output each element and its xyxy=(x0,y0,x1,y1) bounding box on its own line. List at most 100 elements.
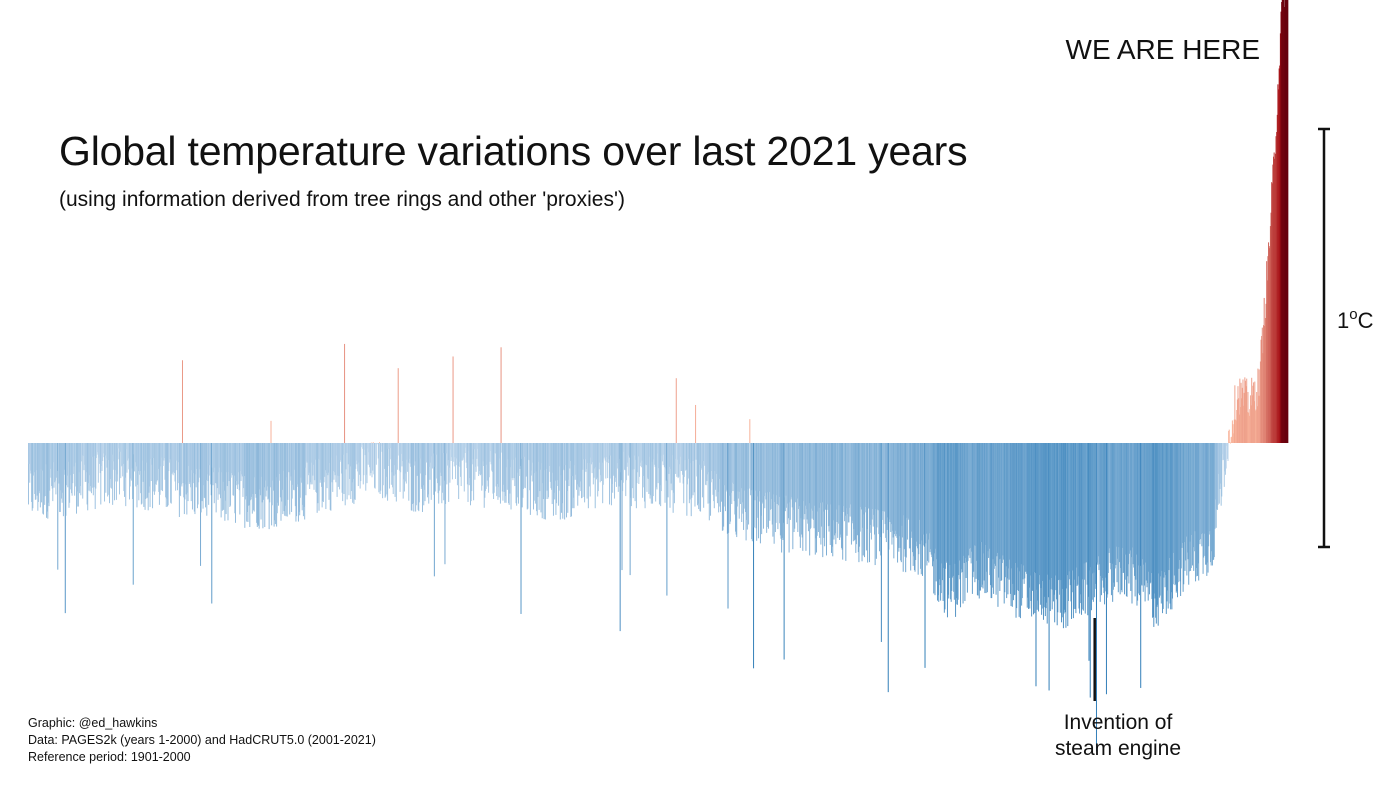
temperature-bar xyxy=(712,443,714,495)
temperature-bar xyxy=(1092,443,1094,602)
temperature-bar xyxy=(55,443,57,495)
temperature-bar xyxy=(180,443,182,497)
temperature-bar xyxy=(36,443,38,471)
temperature-bar xyxy=(1140,443,1142,585)
temperature-bar xyxy=(515,443,517,504)
temperature-bar xyxy=(244,443,246,500)
temperature-bar xyxy=(115,443,117,500)
temperature-bar xyxy=(344,343,346,443)
temperature-bar xyxy=(737,443,739,492)
temperature-bar xyxy=(67,443,69,462)
temperature-bar xyxy=(102,443,104,454)
temperature-bar xyxy=(1030,443,1032,601)
temperature-bar xyxy=(861,443,863,562)
temperature-bar xyxy=(539,443,541,492)
temperature-bar xyxy=(1236,399,1238,443)
temperature-bar xyxy=(715,443,717,490)
temperature-bar xyxy=(42,443,44,514)
temperature-bar xyxy=(374,443,375,488)
temperature-bar xyxy=(371,443,373,478)
temperature-bar xyxy=(395,443,397,475)
temperature-bar xyxy=(965,443,967,579)
temperature-bar xyxy=(51,443,53,489)
temperature-bar xyxy=(1281,2,1283,443)
temperature-bar xyxy=(975,443,977,579)
temperature-bar xyxy=(753,443,755,528)
temperature-bar xyxy=(134,443,136,463)
temperature-bar xyxy=(738,443,740,519)
temperature-bar xyxy=(1065,443,1067,628)
temperature-bar xyxy=(927,443,928,561)
temperature-bar xyxy=(638,443,640,484)
temperature-bar xyxy=(193,443,195,484)
temperature-bar xyxy=(777,443,779,530)
temperature-bar xyxy=(699,443,701,512)
temperature-bar xyxy=(448,443,450,468)
temperature-bar xyxy=(806,443,808,520)
temperature-bar xyxy=(717,443,719,492)
temperature-bar xyxy=(609,443,611,505)
temperature-bar xyxy=(528,443,529,460)
temperature-bar xyxy=(388,443,390,466)
temperature-bar xyxy=(205,443,207,508)
temperature-bar xyxy=(786,443,788,508)
temperature-bar xyxy=(533,443,534,510)
temperature-bar xyxy=(302,443,304,517)
temperature-bar xyxy=(266,443,268,487)
temperature-bar xyxy=(332,443,334,472)
temperature-bar xyxy=(68,443,70,508)
temperature-bar xyxy=(1144,443,1146,602)
temperature-bar xyxy=(119,443,121,452)
temperature-bar xyxy=(1064,443,1066,610)
temperature-bar xyxy=(629,443,630,458)
temperature-bar xyxy=(326,443,328,489)
temperature-bar xyxy=(212,443,214,486)
temperature-bar xyxy=(80,443,82,462)
temperature-bar xyxy=(689,443,691,500)
temperature-bar xyxy=(521,443,523,508)
temperature-bar xyxy=(155,443,157,484)
temperature-bar xyxy=(974,443,976,583)
temperature-bar xyxy=(627,443,629,463)
temperature-bar xyxy=(329,443,331,510)
temperature-bar xyxy=(839,443,841,540)
temperature-bar xyxy=(421,443,423,488)
temperature-bar xyxy=(183,443,185,515)
temperature-bar xyxy=(1016,443,1018,591)
temperature-bar xyxy=(1196,443,1198,576)
temperature-bar xyxy=(1028,443,1030,588)
temperature-bar xyxy=(523,443,525,457)
temperature-bar xyxy=(505,443,507,503)
temperature-bar xyxy=(782,443,784,540)
temperature-bar xyxy=(71,443,73,496)
temperature-bar xyxy=(30,443,32,474)
temperature-bar xyxy=(981,443,983,588)
temperature-bar xyxy=(177,443,178,491)
temperature-bar xyxy=(706,443,708,475)
temperature-bar xyxy=(324,443,326,471)
temperature-bar xyxy=(860,443,862,510)
temperature-bar xyxy=(899,443,901,548)
temperature-bar xyxy=(938,443,940,580)
temperature-bar xyxy=(1031,443,1033,591)
temperature-bar xyxy=(399,443,401,492)
temperature-bar xyxy=(1216,443,1218,510)
temperature-bar xyxy=(1023,443,1025,584)
temperature-bar xyxy=(902,443,904,538)
temperature-bar xyxy=(295,443,297,522)
temperature-bar xyxy=(1139,443,1141,566)
temperature-bar xyxy=(607,443,609,479)
temperature-bar xyxy=(105,443,107,459)
temperature-bar xyxy=(893,443,895,559)
temperature-bar xyxy=(1232,424,1234,443)
temperature-bar xyxy=(334,443,336,473)
temperature-bar xyxy=(128,443,130,470)
temperature-bar xyxy=(523,443,524,489)
temperature-bar xyxy=(1119,443,1121,595)
temperature-bar xyxy=(419,443,421,459)
temperature-bar xyxy=(139,443,141,472)
temperature-bar xyxy=(741,443,743,522)
temperature-bar xyxy=(972,443,974,578)
temperature-bar xyxy=(647,443,649,478)
temperature-bar xyxy=(870,443,872,540)
